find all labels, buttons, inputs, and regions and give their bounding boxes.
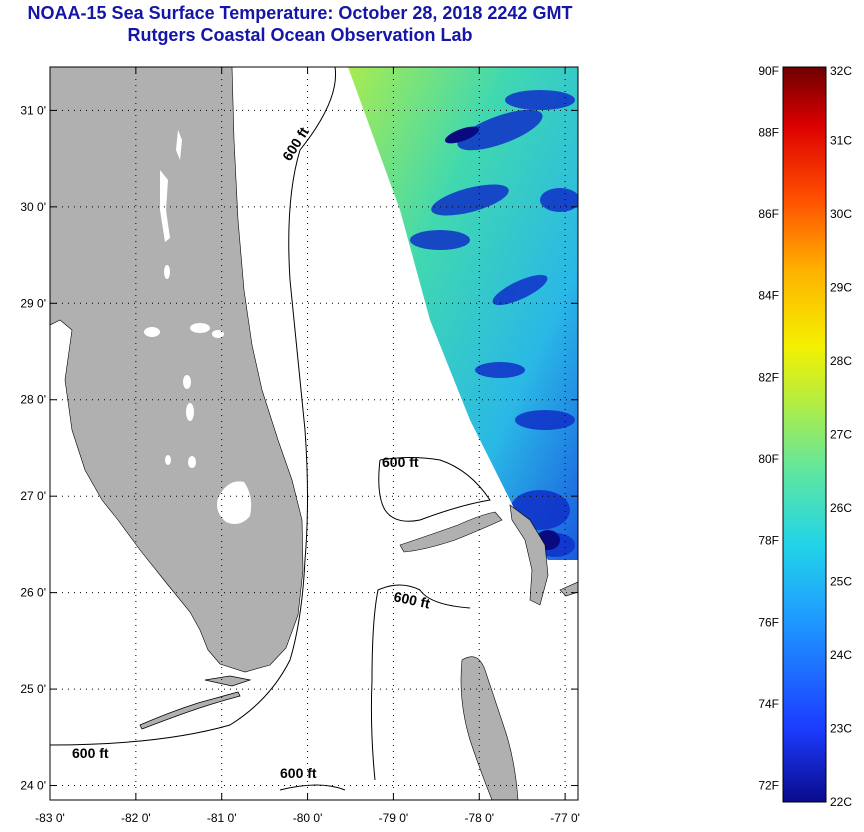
lon-tick-label: -77 0' — [550, 811, 580, 825]
colorbar-celsius-label: 29C — [830, 281, 852, 295]
contour-label-600ft: 600 ft — [280, 765, 317, 781]
colorbar-celsius-label: 24C — [830, 648, 852, 662]
contour-label-600ft: 600 ft — [72, 745, 109, 761]
colorbar-celsius-label: 30C — [830, 207, 852, 221]
lat-tick-label: 31 0' — [20, 103, 46, 117]
colorbar: 90F 88F 86F 84F 82F 80F 78F 76F 74F 72F 32C 31C 30C… — [758, 64, 852, 809]
isobath-600ft — [50, 67, 491, 791]
colorbar-fahrenheit-label: 80F — [758, 452, 779, 466]
chart-title: NOAA-15 Sea Surface Temperature: October… — [27, 3, 573, 23]
colorbar-fahrenheit-label: 82F — [758, 370, 779, 384]
lon-tick-label: -79 0' — [379, 811, 409, 825]
lat-tick-label: 28 0' — [20, 393, 46, 407]
chart-subtitle: Rutgers Coastal Ocean Observation Lab — [127, 25, 473, 45]
contour-label-600ft: 600 ft — [392, 588, 431, 611]
colorbar-celsius-label: 26C — [830, 501, 852, 515]
colorbar-fahrenheit-label: 84F — [758, 289, 779, 303]
inland-lakes — [144, 130, 252, 524]
lon-tick-label: -82 0' — [121, 811, 151, 825]
land-florida-keys — [139, 675, 252, 730]
lat-tick-label: 24 0' — [20, 779, 46, 793]
colorbar-fahrenheit-label: 76F — [758, 615, 779, 629]
lat-tick-label: 26 0' — [20, 586, 46, 600]
contour-label-600ft: 600 ft — [382, 454, 419, 470]
land-grand-bahama — [399, 511, 503, 553]
lon-tick-label: -83 0' — [35, 811, 65, 825]
lat-tick-label: 30 0' — [20, 200, 46, 214]
map-axes: 31 0' 30 0' 29 0' 28 0' 27 0' 26 0' 25 0' 24 0'… — [20, 67, 580, 825]
land-andros — [460, 656, 519, 800]
colorbar-celsius-labels: 32C 31C 30C 29C 28C 27C 26C 25C 24C 23C 22C — [830, 64, 852, 809]
colorbar-celsius-label: 32C — [830, 64, 852, 78]
colorbar-fahrenheit-label: 86F — [758, 207, 779, 221]
colorbar-fahrenheit-labels: 90F 88F 86F 84F 82F 80F 78F 76F 74F 72F — [758, 64, 779, 793]
colorbar-celsius-label: 23C — [830, 722, 852, 736]
colorbar-fahrenheit-label: 74F — [758, 697, 779, 711]
colorbar-gradient — [782, 66, 827, 803]
graticule — [50, 67, 578, 800]
lon-tick-label: -80 0' — [293, 811, 323, 825]
sst-swath — [348, 67, 578, 560]
colorbar-fahrenheit-label: 72F — [758, 779, 779, 793]
map-border — [49, 66, 579, 801]
lon-tick-label: -81 0' — [207, 811, 237, 825]
colorbar-celsius-label: 22C — [830, 795, 852, 809]
colorbar-fahrenheit-label: 90F — [758, 64, 779, 78]
colorbar-fahrenheit-label: 78F — [758, 534, 779, 548]
colorbar-celsius-label: 31C — [830, 134, 852, 148]
colorbar-celsius-label: 28C — [830, 354, 852, 368]
colorbar-celsius-label: 27C — [830, 428, 852, 442]
lat-tick-label: 29 0' — [20, 296, 46, 310]
lat-tick-label: 27 0' — [20, 489, 46, 503]
lat-tick-label: 25 0' — [20, 682, 46, 696]
colorbar-fahrenheit-label: 88F — [758, 125, 779, 139]
colorbar-celsius-label: 25C — [830, 575, 852, 589]
land-abaco — [509, 504, 549, 606]
lon-tick-label: -78 0' — [464, 811, 494, 825]
